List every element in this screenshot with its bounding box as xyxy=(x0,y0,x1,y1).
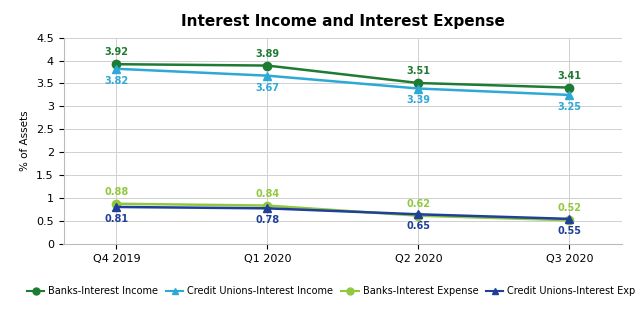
Text: 0.62: 0.62 xyxy=(406,199,431,209)
Text: 0.78: 0.78 xyxy=(255,215,279,225)
Text: 3.92: 3.92 xyxy=(104,47,128,57)
Text: 3.39: 3.39 xyxy=(406,95,431,105)
Text: 3.67: 3.67 xyxy=(255,83,279,93)
Text: 3.89: 3.89 xyxy=(255,49,279,59)
Text: 0.55: 0.55 xyxy=(558,226,582,236)
Title: Interest Income and Interest Expense: Interest Income and Interest Expense xyxy=(181,14,505,29)
Text: 3.25: 3.25 xyxy=(558,102,582,112)
Text: 0.88: 0.88 xyxy=(104,187,128,197)
Y-axis label: % of Assets: % of Assets xyxy=(20,110,30,171)
Text: 3.51: 3.51 xyxy=(406,66,431,76)
Text: 3.41: 3.41 xyxy=(558,71,582,81)
Text: 3.82: 3.82 xyxy=(104,76,128,86)
Text: 0.52: 0.52 xyxy=(558,203,582,213)
Text: 0.84: 0.84 xyxy=(255,189,279,199)
Text: 0.65: 0.65 xyxy=(406,221,431,231)
Text: 0.81: 0.81 xyxy=(104,214,128,224)
Legend: Banks-Interest Income, Credit Unions-Interest Income, Banks-Interest Expense, Cr: Banks-Interest Income, Credit Unions-Int… xyxy=(27,286,635,296)
